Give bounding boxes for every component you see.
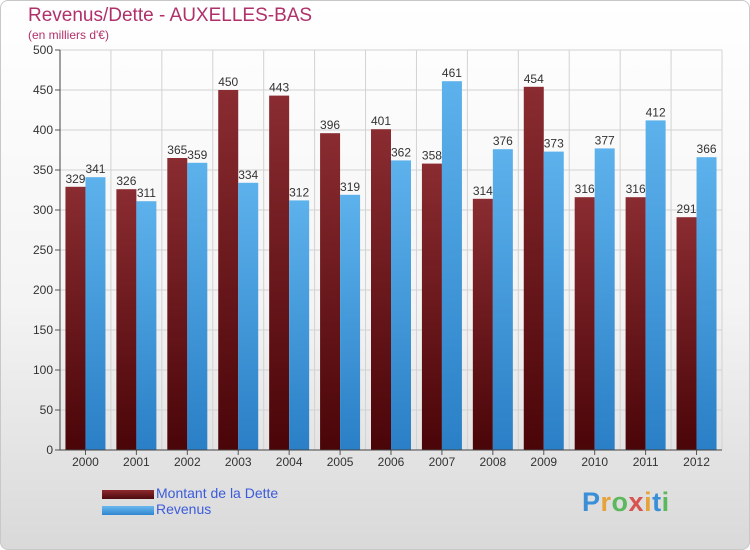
bar-dette-label: 396: [320, 118, 340, 132]
bar-dette: [218, 90, 239, 450]
logo-letter: t: [652, 487, 662, 517]
bar-dette-label: 443: [269, 81, 289, 95]
x-tick-label: 2002: [174, 455, 201, 469]
bar-revenus-label: 376: [493, 134, 513, 148]
bar-revenus: [696, 157, 717, 450]
bar-dette-label: 326: [116, 174, 136, 188]
bar-dette: [676, 217, 697, 450]
bar-revenus: [187, 162, 208, 451]
chart-subtitle: (en milliers d'€): [28, 28, 109, 42]
bar-dette: [320, 133, 341, 450]
x-tick-label: 2005: [327, 455, 354, 469]
bar-revenus: [238, 182, 259, 451]
legend-swatch-dette: [102, 490, 154, 499]
bar-dette-label: 401: [371, 114, 391, 128]
bar-revenus-label: 366: [697, 142, 717, 156]
y-tick-label: 0: [46, 443, 53, 457]
bar-revenus-label: 319: [340, 180, 360, 194]
bar-dette-label: 365: [167, 143, 187, 157]
bar-revenus-label: 311: [137, 186, 156, 200]
y-tick-label: 350: [33, 163, 53, 177]
bar-dette-label: 316: [575, 182, 595, 196]
x-tick-label: 2012: [683, 455, 710, 469]
bar-revenus: [543, 151, 564, 450]
bar-revenus: [340, 194, 361, 450]
x-tick-label: 2003: [225, 455, 252, 469]
bar-revenus-label: 362: [391, 145, 411, 159]
bar-dette-label: 316: [626, 182, 646, 196]
y-tick-label: 400: [33, 123, 53, 137]
x-tick-label: 2009: [530, 455, 557, 469]
logo-letter: x: [628, 487, 645, 517]
bar-revenus: [85, 177, 106, 450]
y-tick-label: 100: [33, 363, 53, 377]
logo-letter: i: [661, 487, 670, 517]
bar-revenus: [441, 81, 462, 450]
proxiti-logo: Proxiti: [582, 487, 670, 518]
x-tick-label: 2010: [581, 455, 608, 469]
bar-revenus: [289, 200, 310, 450]
bar-revenus-label: 461: [442, 66, 462, 80]
bar-revenus: [136, 201, 157, 450]
bar-dette: [421, 163, 442, 450]
bar-revenus-label: 312: [289, 185, 309, 199]
legend-swatch-revenus: [102, 506, 154, 515]
bar-dette-label: 454: [524, 72, 544, 86]
bar-dette-label: 291: [677, 202, 697, 216]
legend-label-dette: Montant de la Dette: [156, 485, 279, 501]
bar-revenus-label: 359: [187, 148, 207, 162]
y-tick-label: 150: [33, 323, 53, 337]
logo-letter: P: [582, 487, 601, 517]
bar-dette: [167, 158, 188, 450]
bar-revenus-label: 373: [544, 137, 564, 151]
y-tick-label: 50: [40, 403, 54, 417]
bar-dette-label: 329: [65, 172, 85, 186]
x-tick-label: 2007: [429, 455, 456, 469]
bar-dette-label: 314: [473, 184, 493, 198]
logo-letter: r: [600, 487, 612, 517]
y-tick-label: 450: [33, 83, 53, 97]
y-tick-label: 500: [33, 43, 53, 57]
bar-dette: [523, 86, 544, 451]
bar-dette: [625, 197, 646, 450]
legend-label-revenus: Revenus: [156, 501, 212, 517]
bar-dette: [371, 129, 391, 450]
bar-dette-label: 358: [422, 149, 442, 163]
y-tick-label: 300: [33, 203, 53, 217]
x-tick-label: 2001: [123, 455, 150, 469]
chart-title: Revenus/Dette - AUXELLES-BAS: [28, 5, 313, 26]
x-tick-label: 2011: [633, 455, 659, 469]
bar-revenus: [645, 120, 666, 451]
bar-dette: [116, 189, 137, 450]
bar-dette: [574, 197, 595, 450]
x-tick-label: 2008: [479, 455, 506, 469]
logo-letter: o: [611, 487, 629, 517]
bar-dette: [65, 186, 86, 451]
bar-revenus-label: 377: [595, 133, 615, 147]
x-tick-label: 2006: [378, 455, 405, 469]
x-tick-label: 2000: [72, 455, 99, 469]
bar-dette: [269, 95, 290, 450]
bar-revenus-label: 334: [238, 168, 258, 182]
bar-revenus: [492, 149, 513, 450]
bar-revenus: [594, 148, 615, 450]
y-tick-label: 250: [33, 243, 53, 257]
bar-revenus-label: 341: [85, 162, 105, 176]
bar-revenus-label: 412: [646, 105, 666, 119]
bar-dette: [472, 198, 493, 450]
logo-letter: i: [644, 487, 653, 517]
bar-dette-label: 450: [218, 75, 238, 89]
bar-revenus: [391, 160, 411, 450]
y-tick-label: 200: [33, 283, 53, 297]
x-tick-label: 2004: [276, 455, 303, 469]
